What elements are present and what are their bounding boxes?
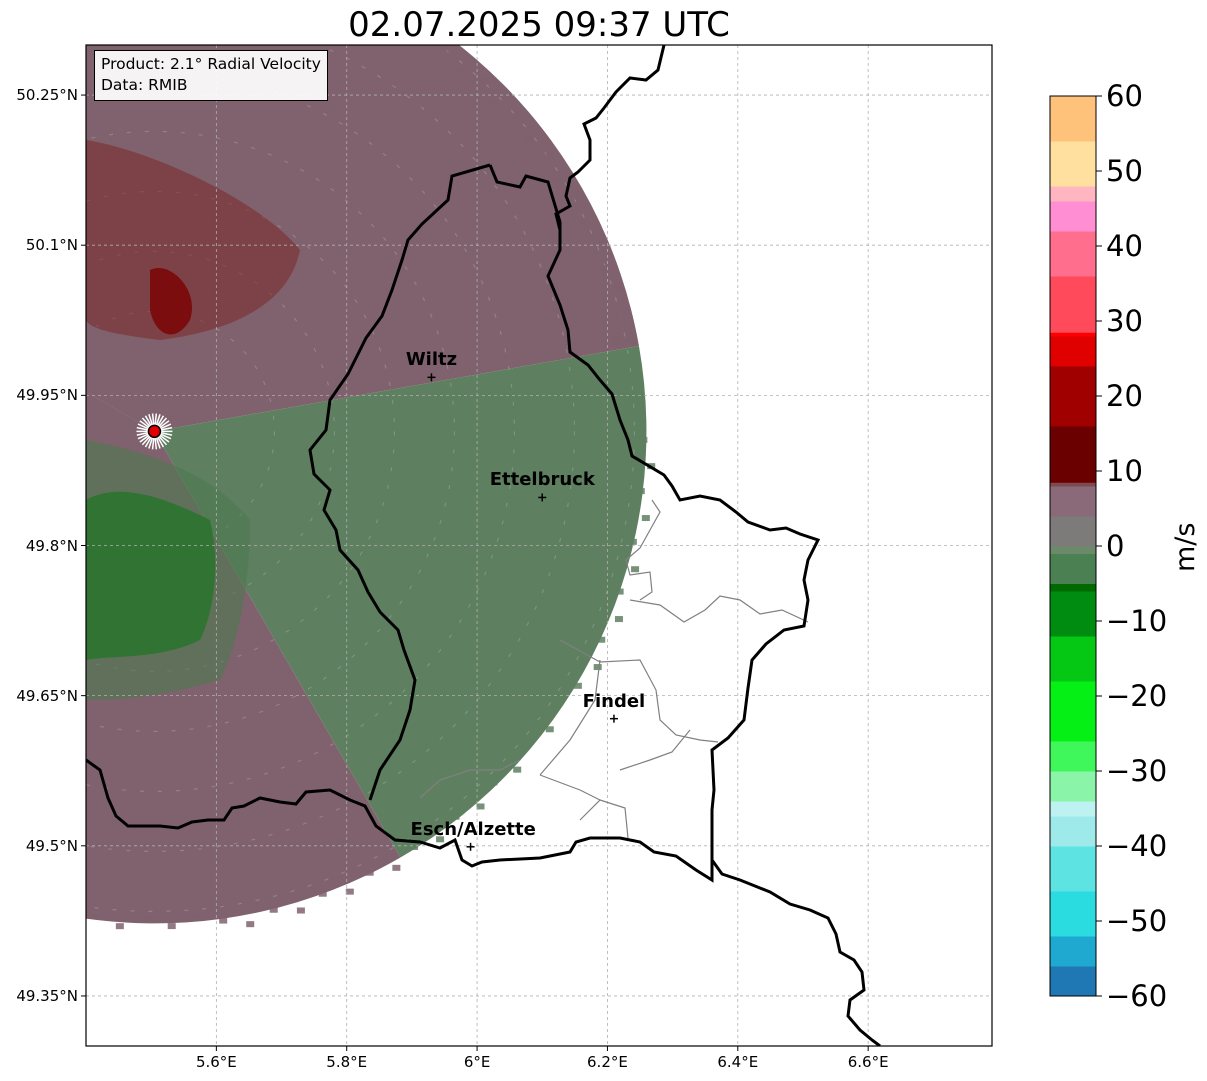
city-marker-icon [466,842,475,851]
data-source-label: Data: RMIB [101,76,188,94]
colorbar-segment [1050,426,1096,483]
lat-tick-label: 49.95°N [16,386,78,405]
lon-tick-label: 5.8°E [326,1053,368,1071]
lat-tick-label: 50.1°N [25,236,78,255]
colorbar-segment [1050,336,1096,367]
colorbar-tick-label: 20 [1106,379,1143,413]
lat-tick-label: 50.25°N [16,86,78,105]
city-label: Esch/Alzette [410,818,536,840]
colorbar-tick-label: 50 [1106,154,1143,188]
colorbar-tick-label: 30 [1106,304,1143,338]
city-marker-icon [427,373,436,382]
colorbar-segment [1050,96,1096,142]
colorbar-tick-label: −20 [1106,679,1168,713]
lon-tick-label: 6.2°E [587,1053,628,1071]
lon-tick-label: 6°E [463,1053,491,1071]
colorbar-segment [1050,816,1096,847]
colorbar-segment [1050,583,1096,592]
luxembourg-border [86,163,821,883]
radar-site-icon [147,424,162,439]
city-marker-icon [538,493,547,502]
colorbar-segment [1050,846,1096,892]
colorbar-segment [1050,891,1096,937]
lon-tick-label: 6.4°E [717,1053,759,1071]
colorbar-tick-label: −60 [1106,979,1168,1013]
city-label: Findel [582,690,646,712]
colorbar-segment [1050,553,1096,584]
germany-border [554,45,881,1046]
plot-title: 02.07.2025 09:37 UTC [348,5,730,45]
colorbar-segment [1050,332,1096,337]
product-label: Product: 2.1° Radial Velocity [101,55,321,73]
info-box: Product: 2.1° Radial Velocity Data: RMIB [94,50,328,101]
country-borders [86,45,881,1046]
colorbar-segment [1050,201,1096,232]
colorbar-segment [1050,186,1096,202]
city-label: Wiltz [405,349,458,371]
lat-tick-label: 49.65°N [16,686,78,705]
colorbar-tick-label: 10 [1106,454,1143,488]
colorbar-segment [1050,591,1096,637]
lat-tick-label: 49.5°N [25,836,78,855]
colorbar-tick-label: −10 [1106,604,1168,638]
colorbar-segment [1050,741,1096,772]
canton-boundaries [419,499,809,839]
colorbar-segment [1050,801,1096,817]
city-marker-icon [609,714,618,723]
lat-tick-label: 49.8°N [25,536,78,555]
axis-tick-marks [81,94,869,1051]
colorbar-segment [1050,936,1096,967]
colorbar-segment [1050,482,1096,487]
city-markers [427,373,618,851]
city-label: Ettelbruck [489,469,595,491]
colorbar-segment [1050,771,1096,802]
colorbar-tick-label: 60 [1106,79,1143,113]
colorbar-segment [1050,141,1096,187]
colorbar-tick-label: −30 [1106,754,1168,788]
colorbar-segment [1050,231,1096,277]
colorbar-segment [1050,276,1096,333]
colorbar-segment [1050,366,1096,427]
colorbar-segment [1050,546,1096,554]
colorbar-segment [1050,636,1096,682]
colorbar-segment [1050,966,1096,997]
colorbar-segment [1050,486,1096,517]
lon-tick-label: 5.6°E [195,1053,237,1071]
colorbar-tick-label: −50 [1106,904,1168,938]
lat-tick-label: 49.35°N [16,986,78,1005]
velocity-echoes [86,45,656,930]
lon-tick-label: 6.6°E [847,1053,889,1071]
colorbar-tick-label: 40 [1106,229,1143,263]
colorbar-tick-label: −40 [1106,829,1168,863]
colorbar [1049,95,1102,997]
colorbar-tick-label: 0 [1106,529,1125,563]
colorbar-segment [1050,516,1096,547]
colorbar-label: m/s [1170,522,1201,572]
colorbar-segment [1050,681,1096,742]
